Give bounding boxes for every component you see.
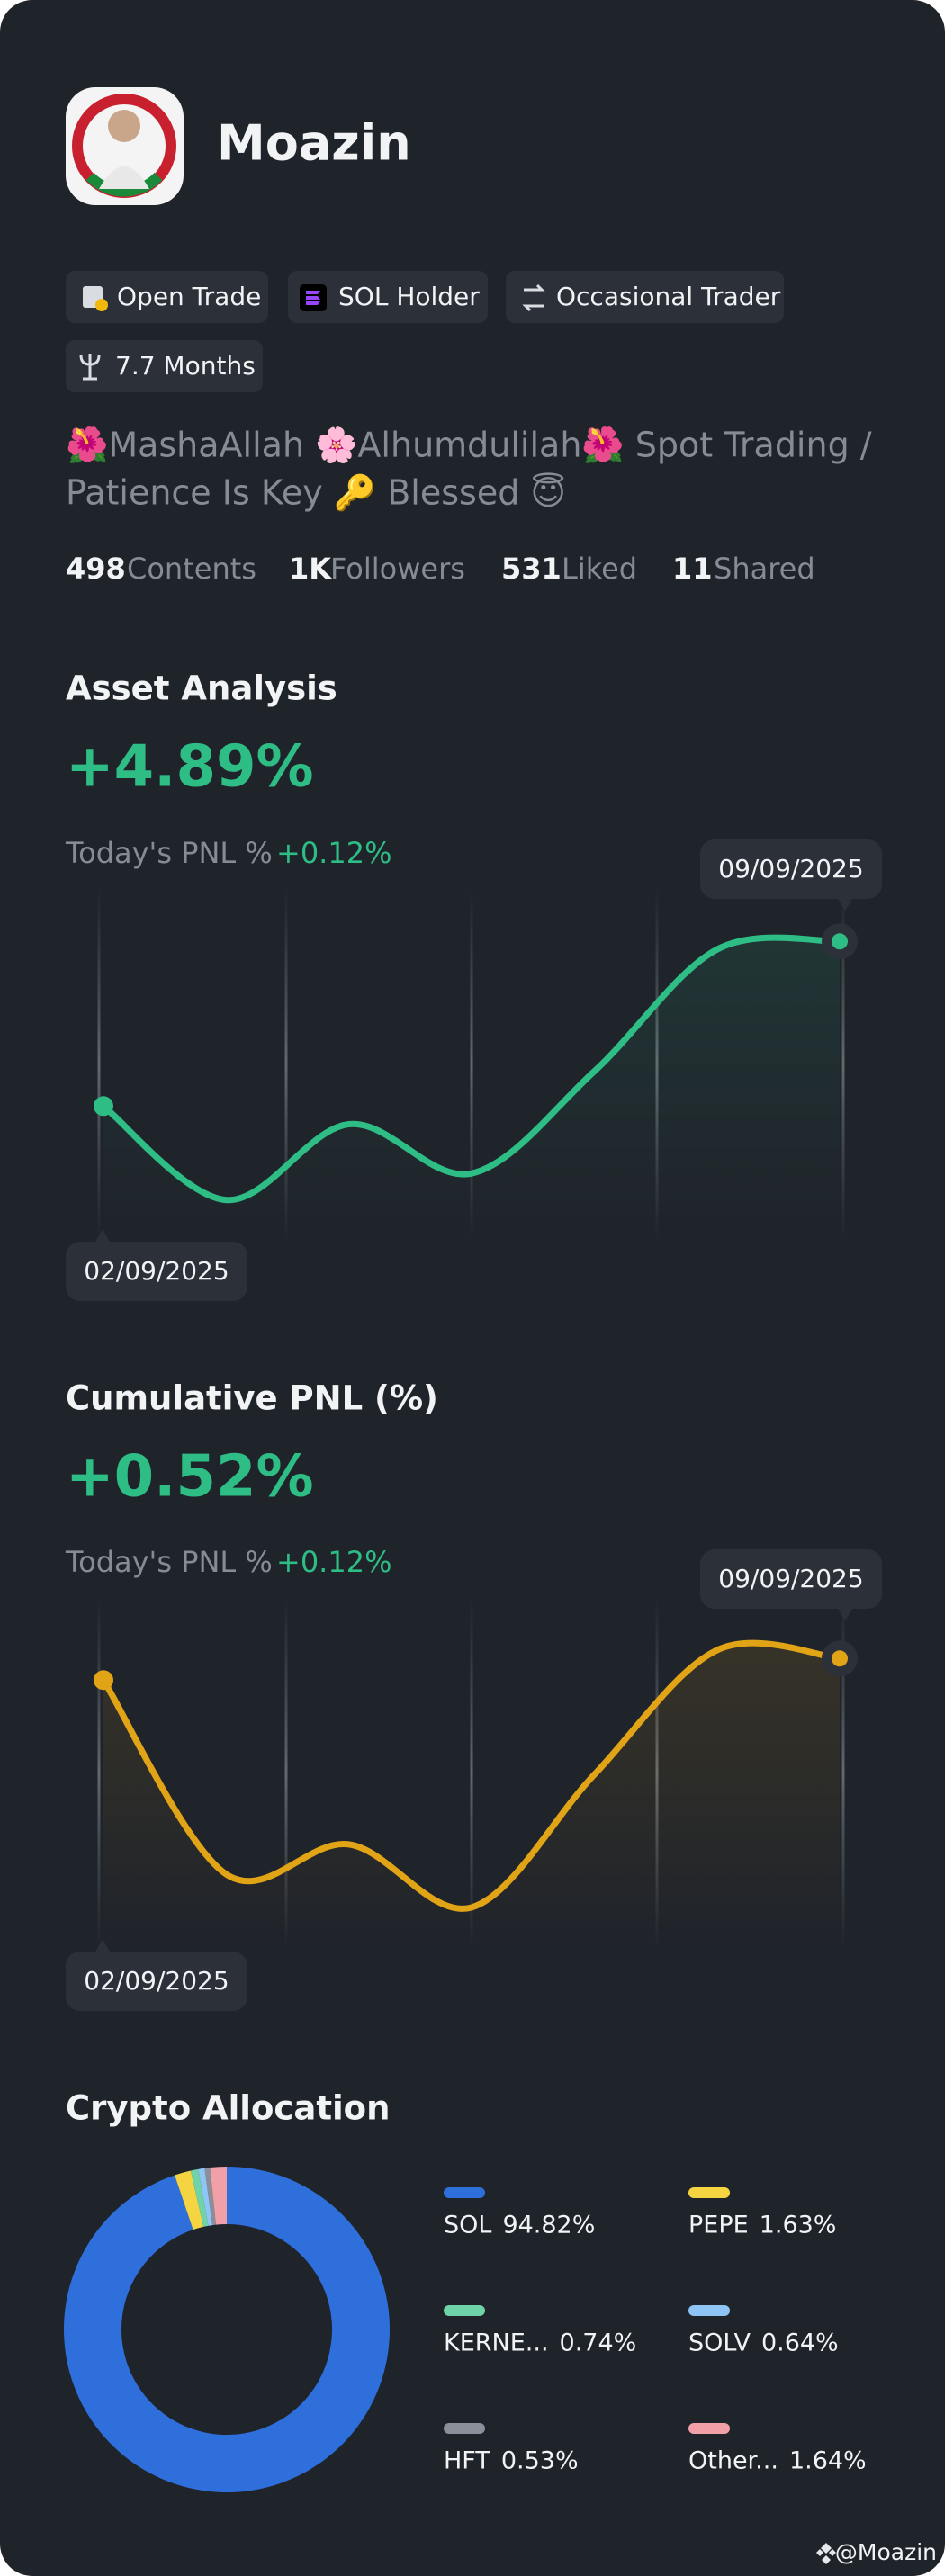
- legend-name: HFT: [444, 2447, 490, 2475]
- today-label: Today's PNL %: [65, 836, 273, 870]
- donut-slice: [210, 2167, 227, 2225]
- tag: Occasional Trader: [506, 271, 784, 323]
- vertical-guide: [470, 1597, 473, 1950]
- stat-value: 531: [501, 552, 562, 586]
- tag: Open Trade: [66, 271, 268, 323]
- tooltip-pointer: [95, 1939, 110, 1952]
- tag-label: 7.7 Months: [115, 351, 256, 381]
- tooltip-text: 09/09/2025: [718, 854, 863, 884]
- tag-label: Open Trade: [117, 282, 261, 311]
- legend-name: SOLV: [688, 2329, 751, 2357]
- end-point: [832, 933, 848, 950]
- watermark-text: @Moazin: [835, 2539, 937, 2565]
- tooltip-pointer: [838, 899, 852, 911]
- bio-line: 🌺MashaAllah 🌸Alhumdulilah🌺 Spot Trading …: [66, 426, 872, 465]
- stat-label[interactable]: Followers: [330, 552, 465, 586]
- tooltip-box: [66, 1242, 248, 1301]
- tooltip-text: 02/09/2025: [84, 1256, 229, 1286]
- avatar[interactable]: [66, 87, 184, 205]
- legend-name: KERNE...: [444, 2329, 549, 2357]
- legend-name: Other...: [688, 2447, 778, 2475]
- tooltip-pointer: [838, 1609, 852, 1621]
- legend-value: 94.82%: [502, 2212, 595, 2239]
- stat-value: 498: [66, 552, 126, 586]
- start-point: [94, 1096, 113, 1117]
- vertical-guide: [97, 887, 101, 1241]
- watermark: @Moazin: [816, 2539, 937, 2565]
- line: [100, 934, 843, 1204]
- donut-slice: [190, 2168, 209, 2227]
- tag-label: Occasional Trader: [556, 282, 781, 311]
- headline-value: +0.52%: [66, 1444, 314, 1511]
- bio-line: Patience Is Key 🔑 Blessed 😇: [66, 472, 566, 514]
- donut-slice: [198, 2168, 213, 2226]
- legend-name: PEPE: [688, 2212, 749, 2239]
- tag-label: SOL Holder: [338, 282, 480, 311]
- section-title: Crypto Allocation: [66, 2089, 390, 2128]
- vertical-guide: [842, 887, 845, 1241]
- line: [100, 1639, 843, 1912]
- legend-name: SOL: [444, 2212, 491, 2239]
- headline-value: +4.89%: [66, 734, 314, 801]
- profile-name: Moazin: [217, 115, 411, 172]
- vertical-guide: [842, 1597, 845, 1950]
- stat-label[interactable]: Contents: [127, 552, 256, 586]
- legend-swatch: [688, 2305, 730, 2316]
- vertical-guide: [97, 1597, 101, 1950]
- today-label: Today's PNL %: [65, 1545, 273, 1579]
- end-point: [832, 1650, 848, 1667]
- tooltip-box: [66, 1952, 248, 2011]
- legend-value: 1.64%: [789, 2447, 867, 2475]
- legend-swatch: [444, 2305, 485, 2316]
- tooltip-text: 09/09/2025: [718, 1564, 863, 1593]
- date-tooltip: 09/09/2025: [700, 1549, 882, 1621]
- legend-swatch: [688, 2423, 730, 2434]
- today-value: +0.12%: [276, 836, 392, 870]
- date-tooltip: 09/09/2025: [700, 839, 882, 911]
- stat-label[interactable]: Liked: [562, 552, 637, 586]
- section-title: Cumulative PNL (%): [66, 1379, 438, 1418]
- tooltip-pointer: [95, 1229, 110, 1242]
- legend-value: 1.63%: [760, 2212, 837, 2239]
- legend-value: 0.53%: [501, 2447, 579, 2475]
- tag: SOL Holder: [288, 271, 488, 323]
- legend-swatch: [444, 2187, 485, 2198]
- line-area: [104, 1643, 840, 1950]
- section-title: Asset Analysis: [66, 669, 338, 708]
- stat-value: 1K: [289, 552, 332, 586]
- legend-value: 0.64%: [761, 2329, 839, 2357]
- donut-slice: [64, 2167, 391, 2493]
- donut-slice: [175, 2170, 204, 2230]
- stat-value: 11: [672, 552, 713, 586]
- legend-value: 0.74%: [560, 2329, 637, 2357]
- tooltip-text: 02/09/2025: [84, 1966, 229, 1996]
- stat-label[interactable]: Shared: [714, 552, 815, 586]
- today-value: +0.12%: [276, 1545, 392, 1579]
- donut-slice: [204, 2167, 216, 2226]
- tooltip-box: [700, 1549, 882, 1609]
- vertical-guide: [284, 887, 288, 1241]
- vertical-guide: [470, 887, 473, 1241]
- start-point: [94, 1670, 113, 1691]
- date-tooltip: 02/09/2025: [66, 1939, 248, 2011]
- date-tooltip: 02/09/2025: [66, 1229, 248, 1301]
- tooltip-box: [700, 839, 882, 899]
- tag: 7.7 Months: [66, 340, 263, 392]
- legend-swatch: [444, 2423, 485, 2434]
- vertical-guide: [284, 1597, 288, 1950]
- legend-swatch: [688, 2187, 730, 2198]
